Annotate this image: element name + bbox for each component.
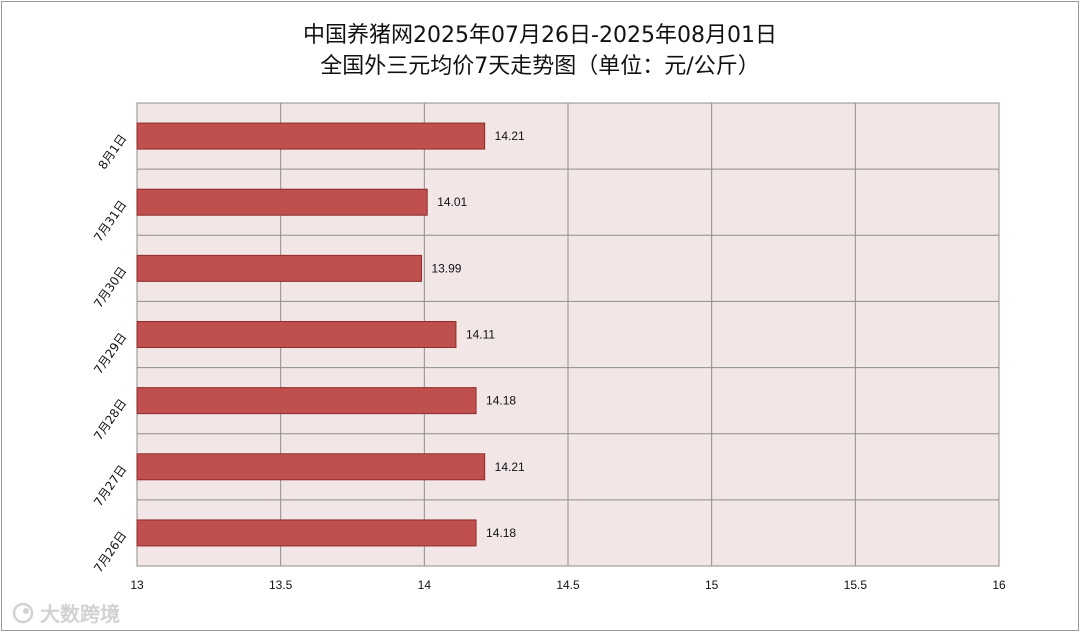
bar bbox=[136, 453, 486, 481]
weibo-logo-icon bbox=[12, 602, 34, 623]
watermark: 大数跨境 bbox=[10, 598, 120, 627]
data-label: 14.01 bbox=[437, 195, 467, 209]
y-tick-label: 7月31日 bbox=[91, 198, 129, 244]
bar bbox=[136, 519, 477, 547]
y-tick-label: 7月28日 bbox=[91, 396, 129, 442]
data-label: 14.21 bbox=[495, 129, 525, 143]
y-tick-label: 7月26日 bbox=[91, 529, 129, 575]
watermark-text: 大数跨境 bbox=[40, 602, 120, 626]
data-label: 14.18 bbox=[486, 394, 516, 408]
data-label: 13.99 bbox=[431, 261, 461, 275]
x-tick-label: 15.5 bbox=[844, 578, 868, 592]
x-tick-label: 13.5 bbox=[269, 578, 293, 592]
bar bbox=[136, 122, 486, 150]
data-label: 14.18 bbox=[486, 526, 516, 540]
chart-title: 中国养猪网2025年07月26日-2025年08月01日 bbox=[303, 23, 777, 48]
bar bbox=[136, 188, 428, 216]
x-tick-label: 14 bbox=[418, 578, 432, 592]
x-tick-label: 15 bbox=[705, 578, 719, 592]
y-tick-label: 7月30日 bbox=[91, 264, 129, 310]
chart-subtitle: 全国外三元均价7天走势图（单位：元/公斤） bbox=[320, 54, 760, 79]
bar bbox=[136, 321, 457, 348]
x-tick-label: 13 bbox=[130, 578, 144, 592]
y-tick-label: 8月1日 bbox=[95, 132, 129, 172]
bar bbox=[136, 254, 422, 282]
bar bbox=[136, 387, 477, 415]
y-tick-label: 7月27日 bbox=[91, 462, 129, 508]
x-tick-label: 16 bbox=[992, 578, 1006, 592]
y-tick-label: 7月29日 bbox=[91, 330, 129, 376]
data-label: 14.21 bbox=[495, 460, 525, 474]
data-label: 14.11 bbox=[466, 328, 495, 342]
x-tick-label: 14.5 bbox=[556, 578, 580, 592]
